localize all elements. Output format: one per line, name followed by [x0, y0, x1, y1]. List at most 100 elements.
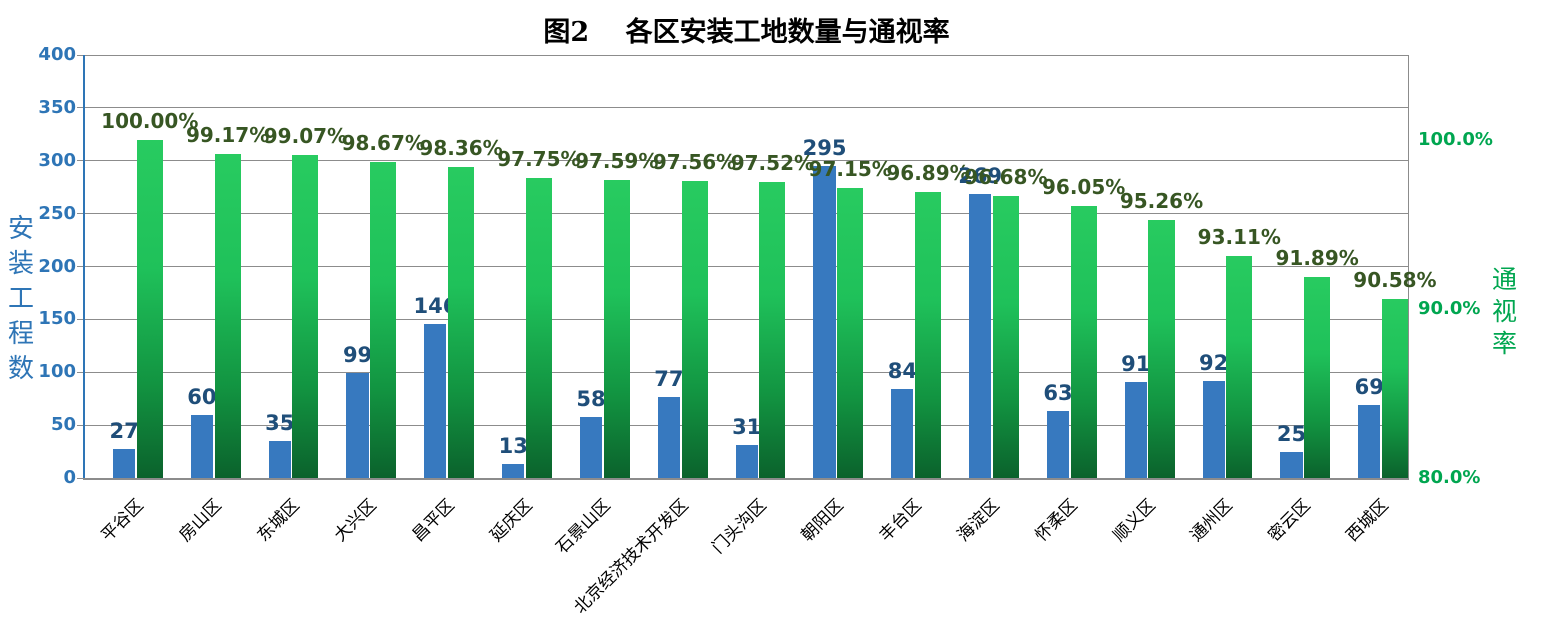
count-value-label: 92	[1199, 350, 1229, 375]
rate-bar	[1070, 206, 1097, 478]
count-bar	[1280, 451, 1303, 478]
count-value-label: 295	[802, 136, 847, 161]
left-axis-tick	[77, 213, 85, 215]
chart-title: 图2 各区安装工地数量与通视率	[543, 17, 950, 48]
count-bar	[346, 373, 369, 478]
rate-value-label: 90.58%	[1353, 267, 1437, 292]
category-label: 延庆区	[486, 495, 537, 546]
gridline	[85, 424, 1408, 426]
rate-value-label: 96.05%	[1042, 175, 1126, 200]
rate-value-label: 100.00%	[101, 108, 199, 133]
rate-value-label: 97.56%	[652, 149, 737, 174]
count-value-label: 58	[576, 386, 606, 411]
bottom-axis-line	[83, 478, 1409, 480]
category-label: 大兴区	[330, 495, 382, 546]
count-bar	[424, 323, 447, 478]
count-bar	[1202, 380, 1225, 478]
category-label: 西城区	[1342, 495, 1393, 546]
left-axis-tick	[77, 54, 85, 56]
rate-bar	[1226, 256, 1253, 478]
gridline	[85, 266, 1408, 267]
count-bar	[735, 445, 758, 478]
rate-bar	[1304, 276, 1331, 478]
rate-value-label: 98.36%	[419, 136, 503, 161]
rate-value-label: 97.75%	[497, 146, 581, 171]
count-bar	[657, 396, 680, 478]
rate-value-label: 97.15%	[808, 156, 892, 181]
rate-value-label: 97.52%	[730, 150, 815, 175]
count-value-label: 69	[1354, 375, 1384, 400]
rate-value-label: 96.68%	[964, 164, 1048, 189]
gridline	[85, 213, 1408, 215]
category-label: 朝阳区	[797, 495, 849, 546]
count-value-label: 77	[654, 366, 684, 391]
category-label: 怀柔区	[1031, 495, 1082, 546]
rate-value-label: 97.59%	[575, 149, 659, 174]
count-bar	[1046, 411, 1070, 478]
rate-value-label: 96.89%	[886, 161, 970, 186]
left-axis-tick	[77, 371, 85, 373]
rate-bar	[759, 181, 786, 478]
left-axis-tick	[77, 477, 85, 479]
count-bar	[502, 464, 525, 478]
left-axis-tick-label: 300	[38, 149, 76, 171]
rate-bar	[1381, 298, 1408, 478]
count-value-label: 63	[1043, 381, 1073, 406]
right-axis-tick-label: 100.0%	[1418, 128, 1493, 150]
gridline	[85, 54, 1408, 56]
category-label: 房山区	[175, 495, 226, 546]
category-label: 平谷区	[97, 495, 148, 546]
left-axis-tick-label: 50	[50, 414, 76, 436]
rate-bar	[1148, 219, 1175, 478]
rate-bar	[448, 167, 475, 478]
count-bar	[1358, 405, 1381, 478]
rate-bar	[136, 139, 163, 478]
category-label: 顺义区	[1109, 495, 1160, 546]
count-bar	[190, 414, 213, 478]
rate-bar	[681, 180, 708, 478]
count-bar	[268, 440, 291, 478]
left-axis-tick	[77, 424, 85, 426]
left-axis-tick-label: 0	[63, 467, 76, 488]
count-bar	[891, 389, 914, 478]
gridline	[85, 318, 1408, 320]
rate-value-label: 93.11%	[1197, 225, 1281, 250]
rate-value-label: 99.17%	[185, 122, 270, 147]
category-label: 海淀区	[953, 495, 1004, 546]
rate-bar	[837, 187, 864, 478]
count-value-label: 84	[887, 359, 917, 384]
left-axis-tick-label: 250	[38, 202, 76, 224]
rate-bar	[370, 162, 397, 478]
right-axis-tick-label: 90.0%	[1418, 297, 1481, 319]
left-axis-tick-label: 350	[38, 96, 76, 118]
gridline	[85, 160, 1408, 162]
count-value-label: 31	[732, 415, 762, 440]
count-bar	[1124, 381, 1147, 478]
category-label: 石景山区	[552, 495, 615, 558]
rate-value-label: 95.26%	[1119, 188, 1204, 213]
count-bar	[969, 193, 992, 478]
right-axis-title: 通 视 率	[1492, 265, 1518, 358]
count-value-label: 91	[1121, 351, 1151, 376]
count-value-label: 35	[265, 410, 295, 435]
rate-bar	[603, 180, 630, 478]
count-bar	[113, 449, 136, 478]
gridline	[85, 107, 1408, 109]
count-value-label: 25	[1276, 421, 1307, 446]
left-axis-tick-label: 150	[38, 308, 76, 330]
rate-value-label: 98.67%	[341, 131, 425, 156]
count-value-label: 99	[342, 343, 373, 368]
left-axis-tick	[77, 318, 85, 320]
count-value-label: 13	[498, 434, 528, 459]
left-axis-tick-label: 100	[38, 361, 76, 383]
rate-bar	[992, 195, 1019, 478]
left-axis-tick-label: 400	[38, 44, 76, 65]
category-label: 东城区	[253, 495, 304, 546]
left-axis-title: 安 装 工 程 数	[8, 214, 35, 384]
right-axis-line	[1408, 55, 1409, 478]
category-label: 密云区	[1264, 495, 1315, 546]
rate-value-label: 99.07%	[263, 124, 348, 149]
category-label: 通州区	[1186, 495, 1238, 546]
left-axis-tick	[77, 266, 85, 267]
